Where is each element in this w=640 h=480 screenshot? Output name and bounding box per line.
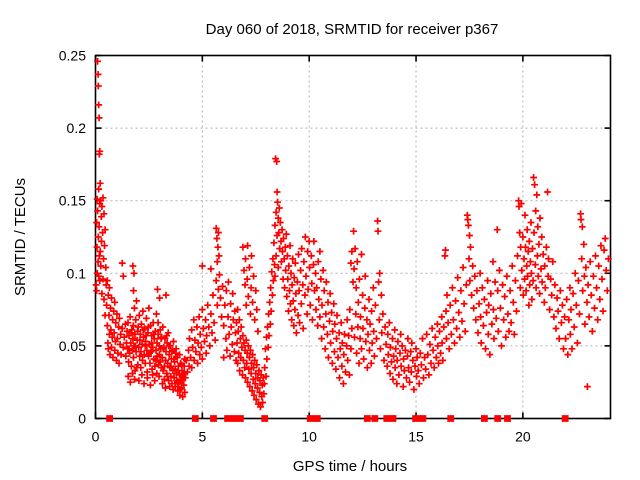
chart-title: Day 060 of 2018, SRMTID for receiver p36… bbox=[206, 21, 499, 38]
x-tick-label: 10 bbox=[301, 429, 317, 445]
y-tick-label: 0.05 bbox=[59, 338, 86, 354]
scatter-points bbox=[92, 57, 612, 411]
y-axis-label: SRMTID / TECUs bbox=[12, 178, 29, 296]
x-tick-label: 20 bbox=[515, 429, 531, 445]
y-tick-label: 0.2 bbox=[67, 120, 87, 136]
x-tick-label: 5 bbox=[198, 429, 206, 445]
x-tick-label: 15 bbox=[408, 429, 424, 445]
zero-value-markers bbox=[106, 415, 569, 422]
y-tick-label: 0 bbox=[78, 411, 86, 427]
x-tick-label: 0 bbox=[92, 429, 100, 445]
y-tick-label: 0.1 bbox=[67, 265, 87, 281]
tick-label-layer: 0 5 10 15 20 0 0.05 0.1 0.15 0.2 0.25 bbox=[59, 48, 531, 445]
y-tick-label: 0.15 bbox=[59, 193, 86, 209]
x-axis-label: GPS time / hours bbox=[293, 458, 407, 475]
y-tick-label: 0.25 bbox=[59, 48, 86, 64]
